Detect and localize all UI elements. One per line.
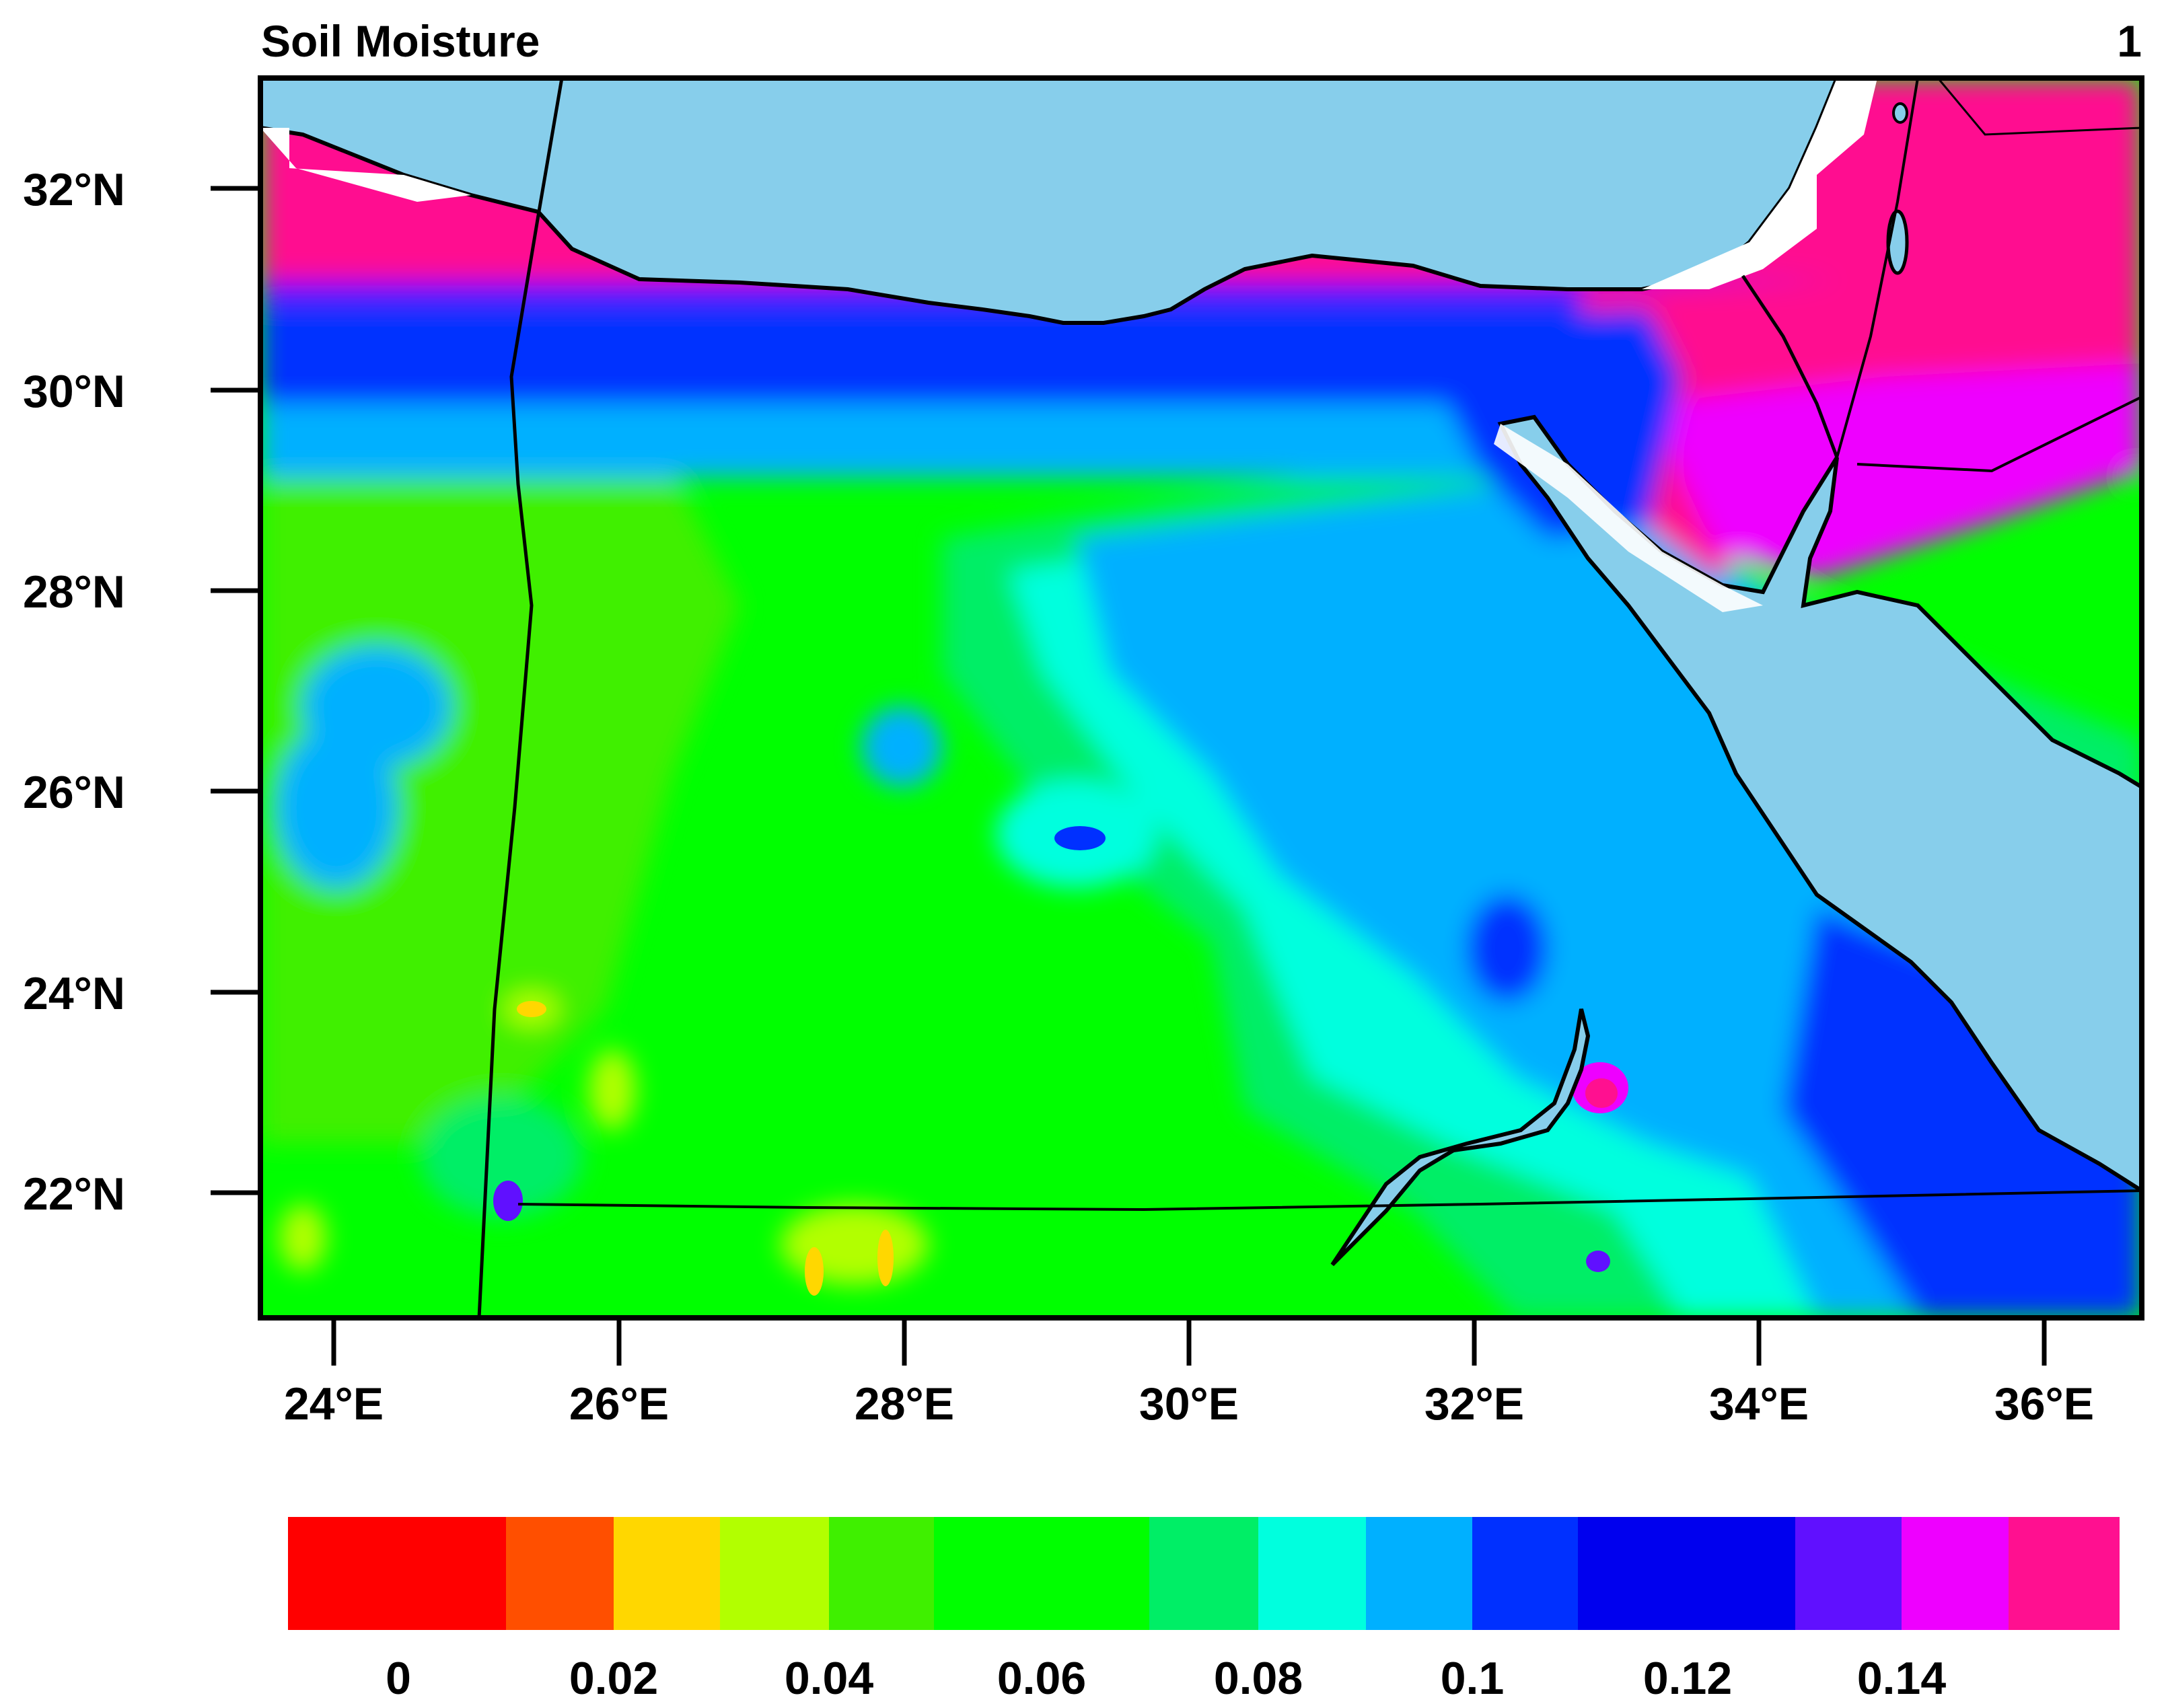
colorbar-box	[288, 1517, 506, 1630]
colorbar-box	[1902, 1517, 2009, 1630]
colorbar	[288, 1517, 2120, 1630]
colorbar-box	[614, 1517, 720, 1630]
colorbar-label: 0.02	[569, 1653, 658, 1704]
egypt-libya-border	[477, 78, 564, 1318]
masked-coast-cells	[1642, 78, 1877, 289]
lat-tick-label: 30°N	[23, 366, 125, 417]
moisture-spot	[493, 1181, 523, 1221]
lon-tick-label: 30°E	[1139, 1378, 1239, 1429]
lon-tick-label: 24°E	[284, 1378, 384, 1429]
lon-tick-label: 36°E	[1994, 1378, 2094, 1429]
low-moisture-patch	[1054, 826, 1106, 850]
dry-spot	[877, 1230, 894, 1286]
masked-coast-cells	[260, 128, 471, 202]
lat-tick-label: 32°N	[23, 164, 125, 215]
egypt-sudan-border	[517, 1189, 2142, 1212]
lon-tick-label: 32°E	[1424, 1378, 1524, 1429]
lake-nasser	[1330, 1008, 1591, 1267]
lon-tick-label: 28°E	[855, 1378, 954, 1429]
colorbar-labels: 0 0.02 0.04 0.06 0.08 0.1 0.12 0.14	[386, 1653, 1946, 1704]
map-area	[260, 78, 2142, 1318]
colorbar-box	[829, 1517, 934, 1630]
jordan-border	[1836, 78, 1919, 458]
lat-tick-label: 26°N	[23, 767, 125, 818]
map-frame	[258, 75, 2144, 1321]
colorbar-box	[1366, 1517, 1472, 1630]
lake-nasser-spot	[1585, 1078, 1618, 1108]
colorbar-box	[1472, 1517, 1578, 1630]
lon-tick-label: 34°E	[1709, 1378, 1809, 1429]
colorbar-box	[1578, 1517, 1795, 1630]
lat-tick-label: 24°N	[23, 968, 125, 1019]
colorbar-box	[1795, 1517, 1902, 1630]
dead-sea	[1886, 209, 1909, 275]
colorbar-label: 0.04	[785, 1653, 874, 1704]
lat-tick-label: 28°N	[23, 566, 125, 618]
masked-coast-cells	[1494, 424, 1763, 612]
colorbar-label: 0	[386, 1653, 411, 1704]
lat-tick-label: 22°N	[23, 1168, 125, 1220]
colorbar-box	[934, 1517, 1149, 1630]
colorbar-label: 0.12	[1643, 1653, 1732, 1704]
colorbar-box	[720, 1517, 829, 1630]
colorbar-box	[506, 1517, 614, 1630]
dry-spot	[517, 1001, 546, 1017]
colorbar-label: 0.1	[1441, 1653, 1505, 1704]
sinai-israel-border	[1741, 274, 1839, 458]
red-sea	[1497, 414, 2142, 1193]
colorbar-box	[2009, 1517, 2120, 1630]
panel-number: 1	[2117, 16, 2142, 66]
levant-border	[1937, 78, 2142, 136]
plot-title: Soil Moisture	[261, 16, 540, 66]
moisture-spot	[1586, 1251, 1610, 1272]
colorbar-label: 0.14	[1857, 1653, 1947, 1704]
dry-spot	[805, 1247, 824, 1296]
colorbar-box	[1149, 1517, 1258, 1630]
latitude-axis: 32°N 30°N 28°N 26°N 24°N 22°N	[23, 164, 260, 1220]
lon-tick-label: 26°E	[569, 1378, 669, 1429]
longitude-axis: 24°E 26°E 28°E 30°E 32°E 34°E 36°E	[284, 1318, 2094, 1429]
colorbar-label: 0.06	[997, 1653, 1086, 1704]
sea-of-galilee	[1892, 102, 1908, 124]
saudi-border	[1856, 396, 2142, 473]
colorbar-label: 0.08	[1214, 1653, 1303, 1704]
colorbar-box	[1258, 1517, 1366, 1630]
